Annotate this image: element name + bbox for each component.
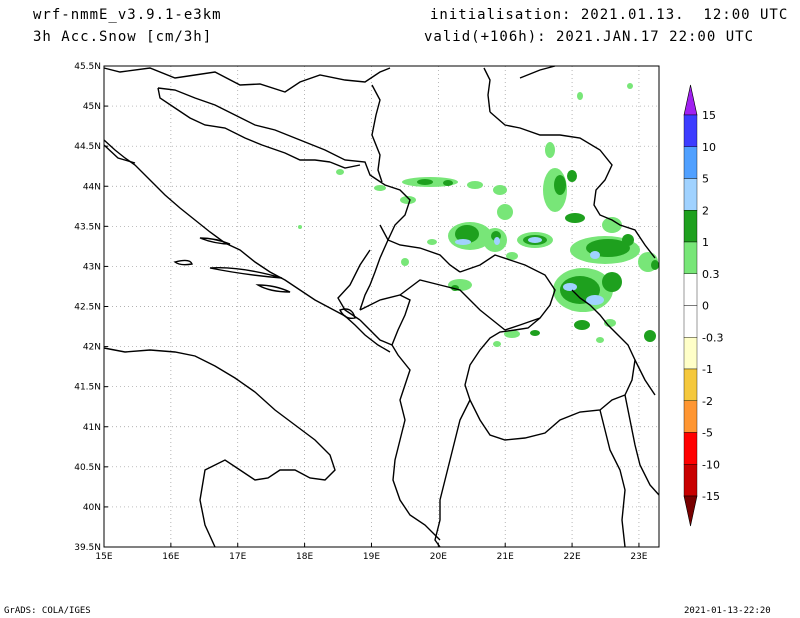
- y-tick-label: 40N: [83, 503, 101, 513]
- y-tick-label: 42.5N: [74, 303, 101, 313]
- x-tick-label: 22E: [564, 552, 581, 562]
- y-tick-label: 43.5N: [74, 222, 101, 232]
- colorbar-band: [683, 241, 698, 274]
- footer-credit: GrADS: COLA/IGES: [4, 606, 91, 616]
- y-tick-label: 40.5N: [74, 463, 101, 473]
- snow-field: [298, 83, 659, 347]
- y-axis-ticks: 39.5N 40N 40.5N 41N 41.5N 42N 42.5N 43N 43.5N 44N…: [74, 62, 108, 553]
- colorbar-label: 1: [702, 236, 709, 249]
- y-tick-label: 45N: [83, 102, 101, 112]
- colorbar-label: -0.3: [702, 331, 723, 344]
- x-tick-label: 20E: [430, 552, 447, 562]
- colorbar-label: 10: [702, 141, 716, 154]
- map-panel: 15E 16E 17E 18E 19E 20E 21E 22E 23E 39.5N 40N 40.5…: [74, 62, 660, 562]
- coastlines-borders: [103, 65, 660, 548]
- colorbar-band: [683, 273, 698, 306]
- colorbar-label: -1: [702, 363, 713, 376]
- colorbar-label: 2: [702, 204, 709, 217]
- gridlines: [104, 66, 659, 547]
- x-tick-label: 18E: [296, 552, 313, 562]
- y-tick-label: 44.5N: [74, 142, 101, 152]
- colorbar-band: [683, 178, 698, 211]
- footer-timestamp: 2021-01-13-22:20: [684, 606, 771, 616]
- init-time: initialisation: 2021.01.13. 12:00 UTC: [430, 7, 789, 23]
- variable-title: 3h Acc.Snow [cm/3h]: [33, 29, 213, 45]
- x-axis-ticks: 15E 16E 17E 18E 19E 20E 21E 22E 23E: [95, 543, 648, 562]
- y-tick-label: 42N: [83, 343, 101, 353]
- colorbar-top-arrow: [683, 84, 698, 116]
- y-tick-label: 43N: [83, 262, 101, 272]
- colorbar-band: [683, 464, 698, 497]
- x-tick-label: 15E: [95, 552, 112, 562]
- x-tick-label: 19E: [363, 552, 380, 562]
- colorbar-band: [683, 305, 698, 338]
- colorbar-legend: 15 10 5 2 1 0.3 0 -0.3 -1 -2 -5 -10 -15: [683, 84, 723, 527]
- colorbar-band: [683, 368, 698, 401]
- colorbar-label: 0: [702, 300, 709, 313]
- colorbar-bottom-arrow: [683, 495, 698, 527]
- y-tick-label: 41N: [83, 423, 101, 433]
- y-tick-label: 45.5N: [74, 62, 101, 72]
- x-tick-label: 23E: [630, 552, 647, 562]
- y-tick-label: 39.5N: [74, 543, 101, 553]
- x-tick-label: 21E: [497, 552, 514, 562]
- colorbar-band: [683, 210, 698, 243]
- colorbar-band: [683, 400, 698, 433]
- colorbar-label: -5: [702, 427, 713, 440]
- colorbar-label: 15: [702, 109, 716, 122]
- colorbar-label: 0.3: [702, 268, 720, 281]
- valid-time: valid(+106h): 2021.JAN.17 22:00 UTC: [424, 29, 755, 45]
- colorbar-label: -15: [702, 490, 720, 503]
- model-title: wrf-nmmE_v3.9.1-e3km: [33, 7, 222, 23]
- y-tick-label: 41.5N: [74, 383, 101, 393]
- colorbar-band: [683, 146, 698, 179]
- x-tick-label: 17E: [229, 552, 246, 562]
- colorbar-band: [683, 337, 698, 370]
- colorbar-label: -2: [702, 395, 713, 408]
- y-tick-label: 44N: [83, 182, 101, 192]
- x-tick-label: 16E: [162, 552, 179, 562]
- colorbar-band: [683, 114, 698, 147]
- colorbar-label: 5: [702, 173, 709, 186]
- colorbar-label: -10: [702, 458, 720, 471]
- colorbar-band: [683, 432, 698, 465]
